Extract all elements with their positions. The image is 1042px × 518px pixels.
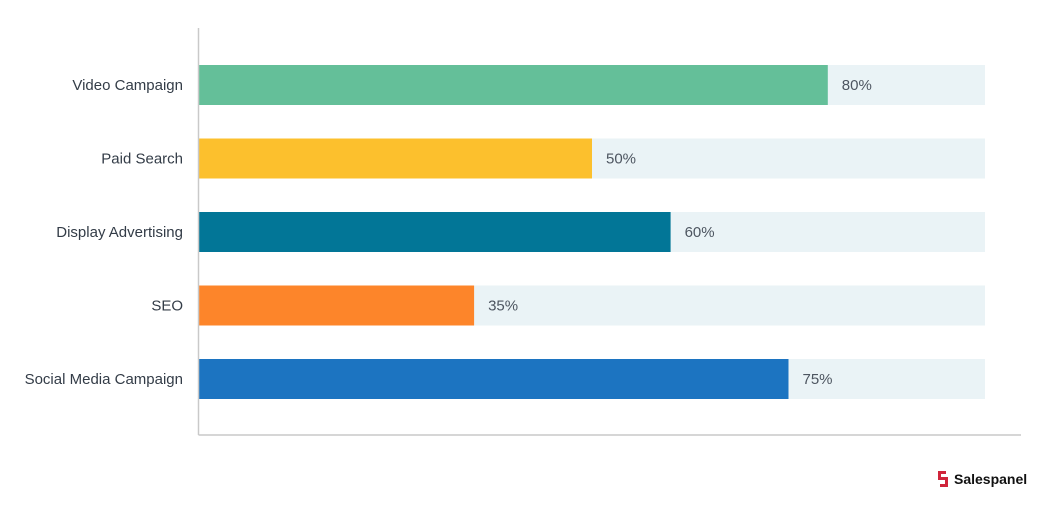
value-label: 35% bbox=[488, 298, 518, 315]
value-label: 75% bbox=[803, 371, 833, 388]
bar bbox=[199, 285, 475, 326]
bar bbox=[199, 359, 789, 399]
category-label: Video Campaign bbox=[72, 77, 183, 94]
salespanel-logo-icon bbox=[938, 471, 948, 487]
category-label: Display Advertising bbox=[56, 224, 183, 241]
bar bbox=[199, 138, 592, 179]
value-label: 50% bbox=[606, 151, 636, 168]
category-label: Paid Search bbox=[101, 151, 183, 168]
category-label: Social Media Campaign bbox=[25, 371, 183, 388]
category-label: SEO bbox=[151, 298, 183, 315]
brand-name: Salespanel bbox=[954, 471, 1028, 487]
bar bbox=[199, 65, 828, 105]
value-label: 80% bbox=[842, 77, 872, 94]
brand-logo: Salespanel bbox=[938, 471, 1027, 487]
value-label: 60% bbox=[685, 224, 715, 241]
bar bbox=[199, 212, 671, 252]
